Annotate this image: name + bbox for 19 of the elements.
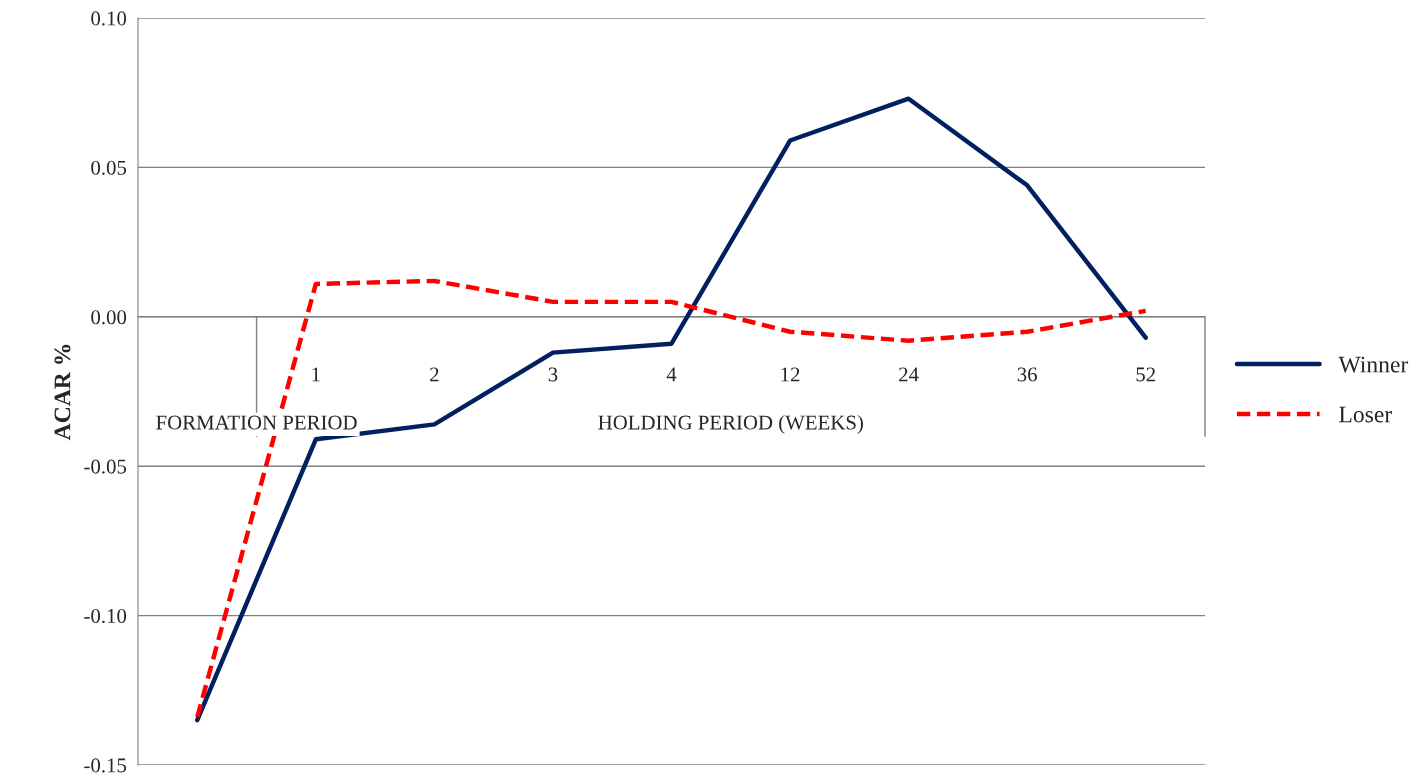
y-axis-title: ACAR % <box>54 344 71 441</box>
y-tick-label: -0.15 <box>84 758 127 773</box>
annotation: FORMATION PERIOD <box>156 415 357 430</box>
legend-label: Winner <box>1338 356 1409 373</box>
x-tick-label: 3 <box>548 367 558 382</box>
x-tick-label: 1 <box>312 367 320 382</box>
x-tick-label: 12 <box>781 367 800 382</box>
x-tick-label: 24 <box>899 367 919 382</box>
x-tick-label: 4 <box>666 367 677 382</box>
x-tick-label: 36 <box>1017 367 1037 382</box>
x-tick-label: 52 <box>1136 367 1155 382</box>
annotation: HOLDING PERIOD (WEEKS) <box>598 414 863 434</box>
y-tick-label: 0.10 <box>91 11 127 26</box>
legend-label: Loser <box>1339 406 1392 423</box>
x-tick-label: 2 <box>430 367 439 382</box>
y-tick-label: 0.05 <box>91 160 127 175</box>
y-tick-label: 0.00 <box>91 310 127 325</box>
y-tick-label: -0.10 <box>84 608 127 624</box>
y-tick-label: -0.05 <box>84 459 127 474</box>
